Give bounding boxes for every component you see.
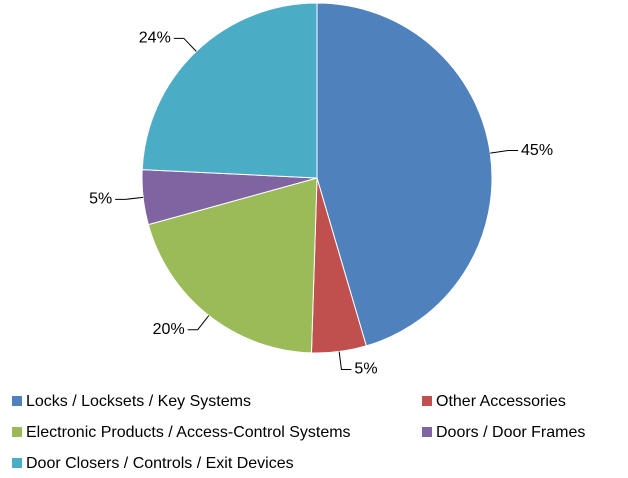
pie-slice — [316, 2, 493, 347]
leader-line — [490, 150, 519, 154]
legend-label: Locks / Locksets / Key Systems — [26, 393, 251, 410]
pie-slice — [141, 2, 318, 179]
data-label: 5% — [89, 191, 112, 208]
legend-swatch — [422, 427, 432, 437]
legend-swatch — [12, 458, 22, 468]
legend-swatch — [422, 396, 432, 406]
pie-slice — [147, 177, 318, 354]
leader-line — [187, 315, 210, 331]
data-label: 20% — [153, 321, 185, 338]
data-label: 45% — [521, 142, 553, 159]
data-label: 24% — [139, 30, 171, 47]
legend-swatch — [12, 427, 22, 437]
legend-label: Door Closers / Controls / Exit Devices — [26, 455, 294, 472]
legend-label: Doors / Door Frames — [436, 424, 585, 441]
leader-line — [173, 37, 197, 52]
leader-line — [115, 196, 144, 200]
legend-label: Other Accessories — [436, 393, 566, 410]
legend-label: Electronic Products / Access-Control Sys… — [26, 424, 351, 441]
leader-line — [338, 351, 352, 370]
legend-swatch — [12, 396, 22, 406]
data-label: 5% — [354, 361, 377, 378]
